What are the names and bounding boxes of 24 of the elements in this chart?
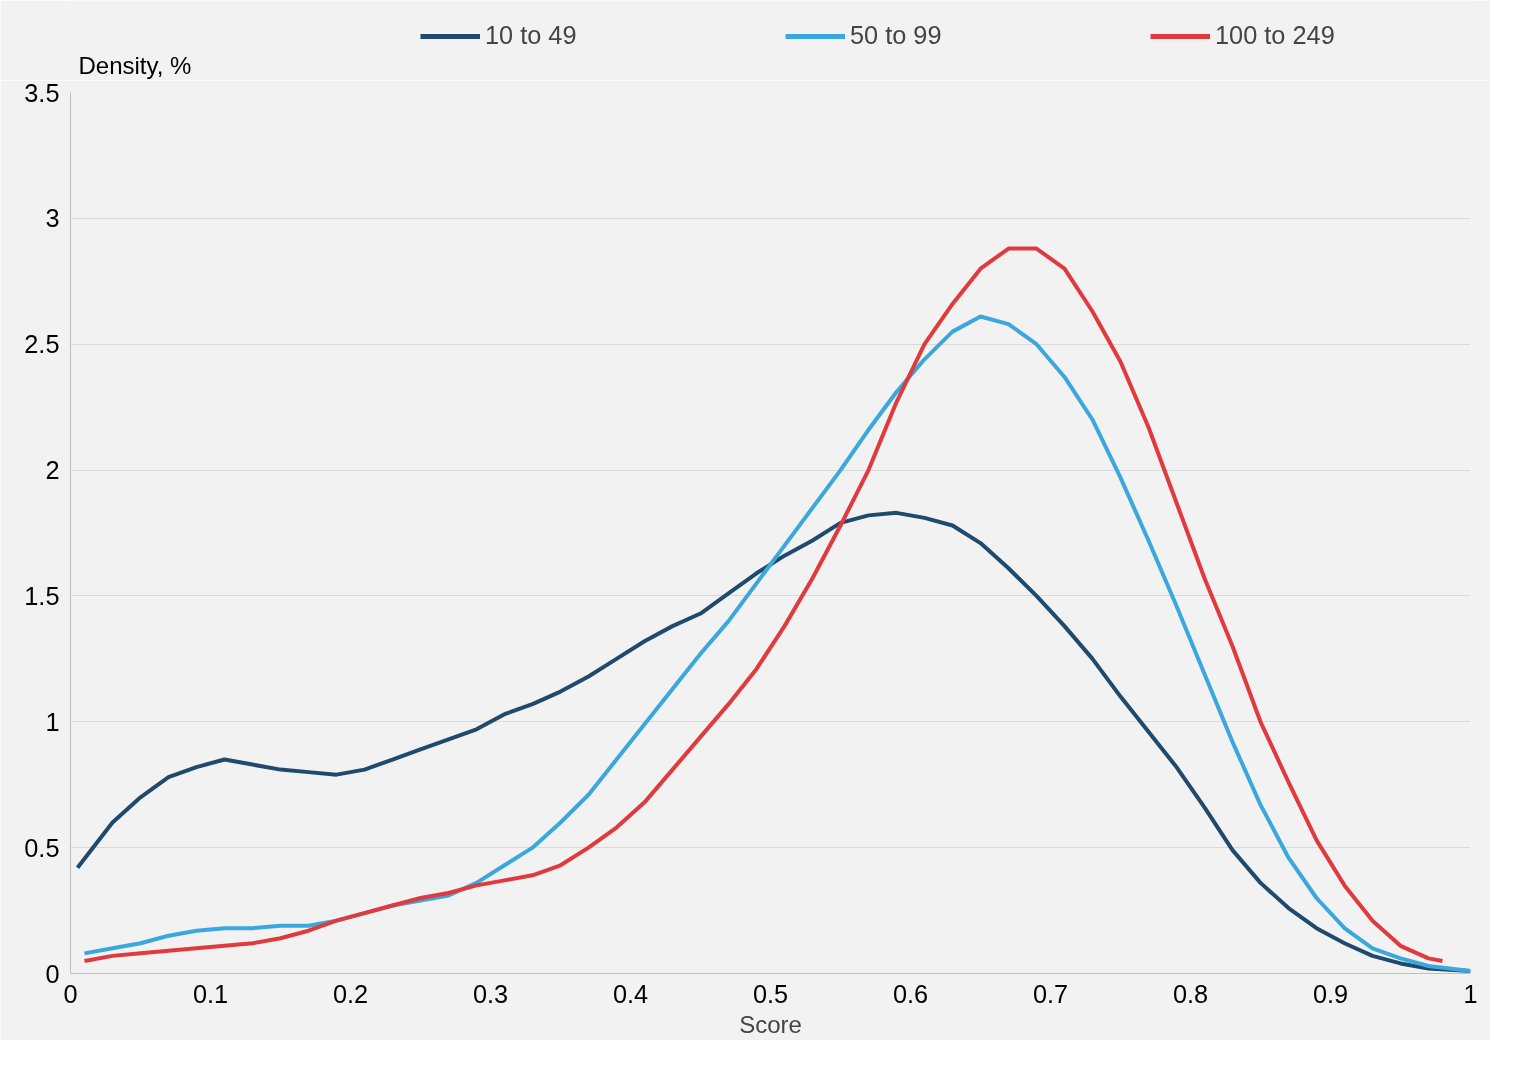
- x-tick-label: 0.3: [472, 979, 509, 1008]
- legend-label: 100 to 249: [1215, 21, 1336, 50]
- y-tick-label: 0: [45, 959, 60, 988]
- x-tick-label: 0.8: [1172, 979, 1209, 1008]
- legend-label: 50 to 99: [850, 21, 943, 50]
- x-axis-title: Score: [739, 1010, 802, 1038]
- y-axis-title: Density, %: [78, 51, 192, 79]
- x-tick-label: 0.5: [752, 979, 789, 1008]
- legend-label: 10 to 49: [485, 21, 578, 50]
- y-tick-label: 3: [45, 204, 60, 233]
- y-tick-label: 1: [45, 707, 60, 736]
- x-tick-label: 0.7: [1032, 979, 1069, 1008]
- y-tick-label: 3.5: [24, 78, 60, 107]
- x-tick-label: 0: [63, 979, 78, 1008]
- x-tick-label: 1: [1463, 979, 1478, 1008]
- x-tick-label: 0.6: [892, 979, 929, 1008]
- y-tick-label: 2.5: [24, 330, 60, 359]
- y-tick-label: 2: [45, 456, 60, 485]
- x-tick-label: 0.9: [1312, 979, 1349, 1008]
- x-tick-label: 0.2: [332, 979, 369, 1008]
- y-tick-label: 0.5: [24, 833, 60, 862]
- x-tick-label: 0.4: [612, 979, 649, 1008]
- y-tick-label: 1.5: [24, 581, 60, 610]
- x-tick-label: 0.1: [192, 979, 229, 1008]
